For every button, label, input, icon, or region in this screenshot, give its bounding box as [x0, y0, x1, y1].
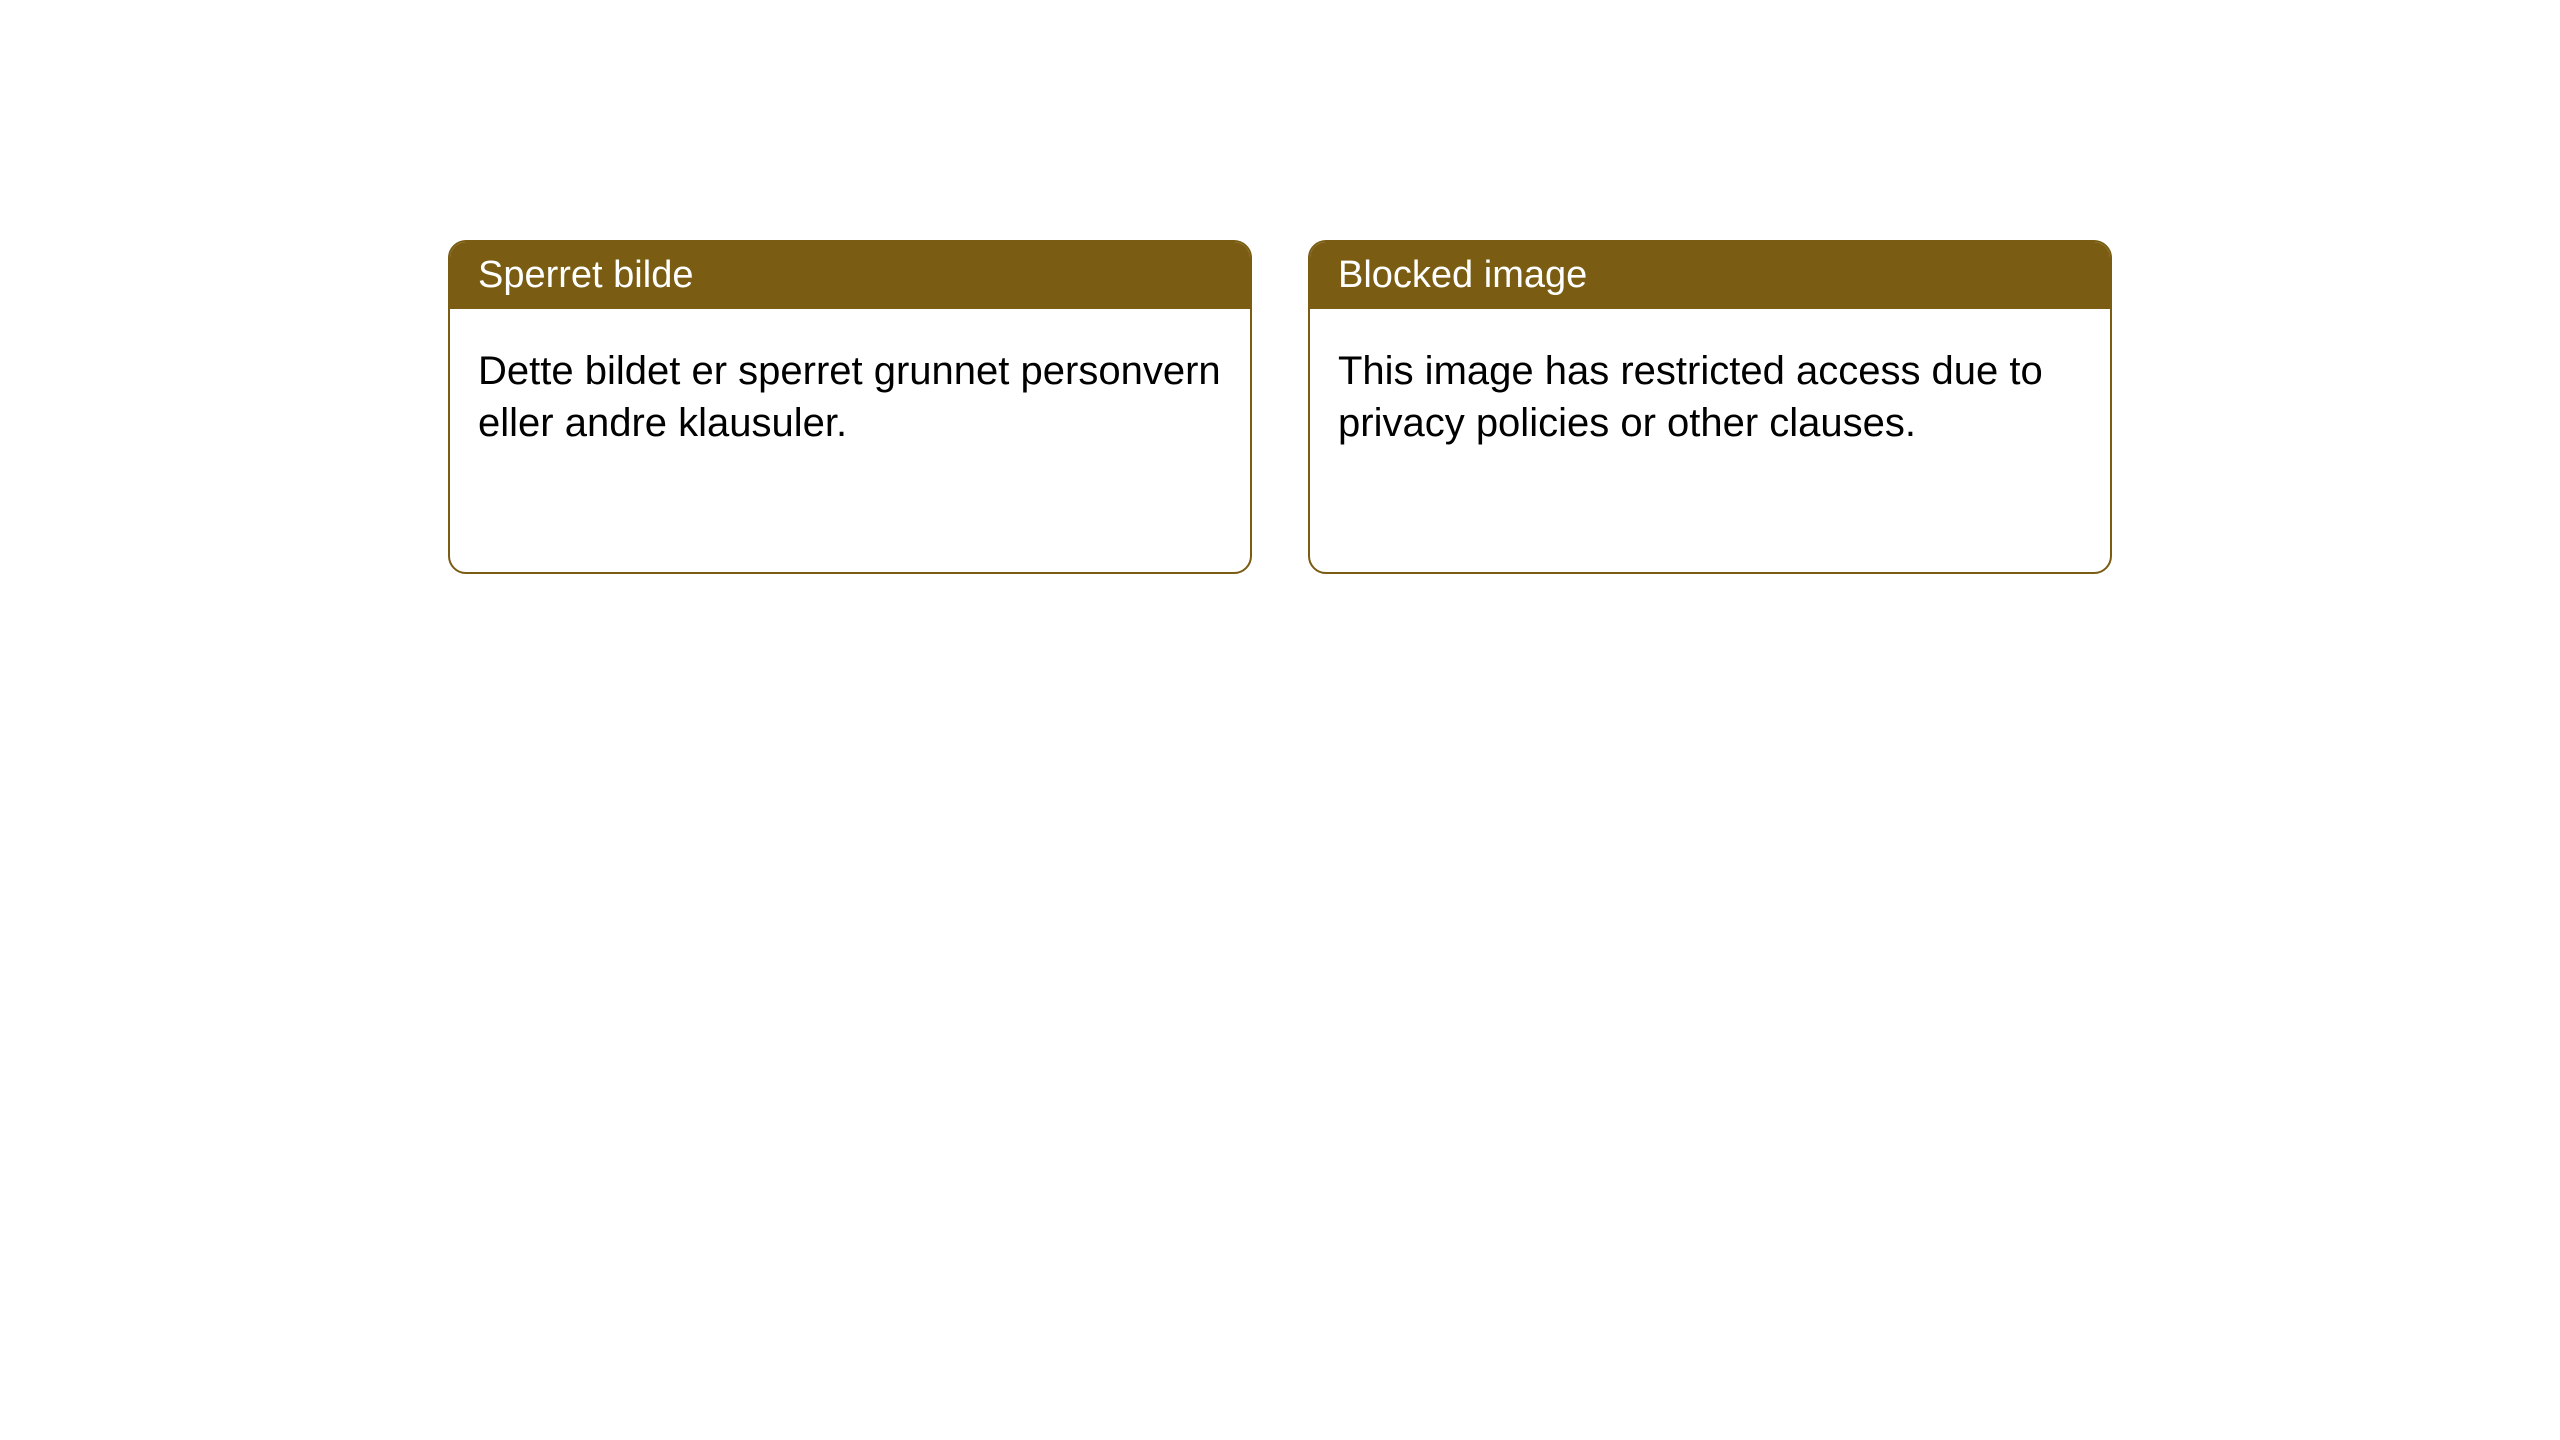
notice-body-text: Dette bildet er sperret grunnet personve… [478, 349, 1221, 445]
notice-body: This image has restricted access due to … [1310, 309, 2110, 485]
notice-title: Blocked image [1338, 254, 1587, 296]
notice-title: Sperret bilde [478, 254, 693, 296]
notice-header: Sperret bilde [450, 242, 1250, 309]
notice-body: Dette bildet er sperret grunnet personve… [450, 309, 1250, 485]
notice-card-english: Blocked image This image has restricted … [1308, 240, 2112, 574]
notice-header: Blocked image [1310, 242, 2110, 309]
notice-body-text: This image has restricted access due to … [1338, 349, 2043, 445]
notice-card-norwegian: Sperret bilde Dette bildet er sperret gr… [448, 240, 1252, 574]
notice-container: Sperret bilde Dette bildet er sperret gr… [448, 240, 2112, 574]
